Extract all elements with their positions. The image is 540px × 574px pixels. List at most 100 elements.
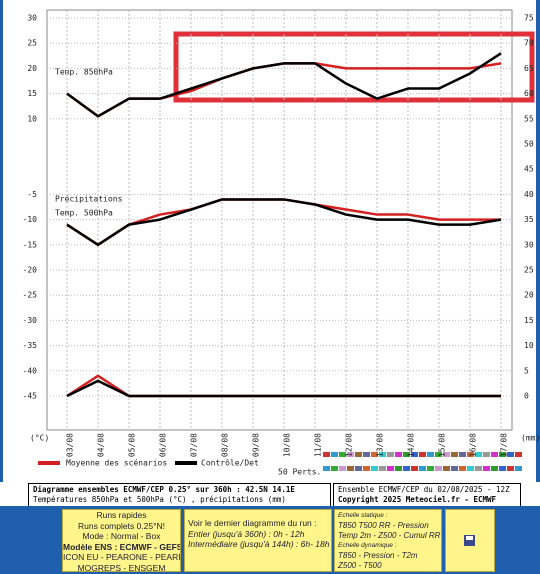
x-tick-label: 17/08	[500, 433, 509, 457]
y2-tick-label: 10	[524, 341, 534, 350]
member-swatch	[411, 452, 418, 457]
series-line	[66, 379, 501, 398]
y-tick-label: 20	[27, 64, 37, 73]
y-unit: (°C)	[30, 434, 49, 443]
member-swatch	[451, 452, 458, 457]
member-swatch	[427, 452, 434, 457]
panel-label: Précipitations	[55, 194, 123, 204]
menu-text[interactable]: Mode : Normal - Box	[82, 531, 161, 541]
member-swatch	[467, 452, 474, 457]
member-swatch	[475, 466, 482, 471]
x-tick-label: 08/08	[221, 433, 230, 457]
y-tick-label: -15	[23, 240, 38, 249]
menu-text[interactable]: Temp 2m - Z500 - Cumul RR	[338, 531, 441, 540]
x-tick-label: 03/08	[66, 433, 75, 457]
y2-tick-label: 0	[524, 392, 529, 401]
member-swatch	[387, 452, 394, 457]
member-swatch	[507, 452, 514, 457]
member-swatch	[419, 466, 426, 471]
member-swatch	[427, 466, 434, 471]
member-swatch	[483, 466, 490, 471]
member-swatch	[499, 466, 506, 471]
y-tick-label: -5	[27, 190, 37, 199]
members-label: 50 Perts.	[278, 468, 321, 477]
member-swatch	[435, 452, 442, 457]
member-swatch	[395, 466, 402, 471]
save-icon[interactable]	[446, 510, 494, 571]
y2-tick-label: 65	[524, 64, 534, 73]
member-swatch	[515, 452, 522, 457]
x-tick-label: 11/08	[314, 433, 323, 457]
y2-tick-label: 45	[524, 165, 534, 174]
member-swatch	[491, 466, 498, 471]
x-tick-label: 12/08	[345, 433, 354, 457]
y2-unit: (mm)	[521, 434, 540, 443]
menu-text[interactable]: Z500 - T500	[338, 561, 382, 570]
x-tick-label: 14/08	[407, 433, 416, 457]
y2-tick-label: 35	[524, 215, 534, 224]
menu-text[interactable]: Echelle dynamique :	[338, 542, 397, 549]
member-swatch	[323, 452, 330, 457]
y2-tick-label: 20	[524, 291, 534, 300]
menu-text[interactable]: Runs rapides	[96, 510, 147, 520]
menu-text[interactable]: MOGREPS - ENSGEM	[77, 562, 166, 572]
y-tick-label: -45	[23, 392, 38, 401]
menu-text[interactable]: Voir le dernier diagramme du run :	[188, 518, 317, 528]
y-tick-label: 10	[27, 114, 37, 123]
member-swatch	[491, 452, 498, 457]
y-tick-label: -35	[23, 341, 38, 350]
member-swatch	[379, 452, 386, 457]
member-swatch	[331, 452, 338, 457]
chart: (°C) (mm) Temp. 850hPa Précipitations Te…	[0, 0, 540, 482]
member-swatch	[483, 452, 490, 457]
menu-text[interactable]: ICON EU - PEARONE - PEARP	[63, 552, 181, 562]
y2-tick-label: 70	[524, 39, 534, 48]
member-swatch	[467, 466, 474, 471]
member-swatch	[387, 466, 394, 471]
x-tick-label: 07/08	[190, 433, 199, 457]
y2-tick-label: 50	[524, 140, 534, 149]
menu-text[interactable]: Echelle statique :	[338, 512, 388, 519]
series-line	[66, 52, 502, 118]
y2-tick-label: 60	[524, 89, 534, 98]
member-swatch	[411, 466, 418, 471]
menu-box: Runs rapides Runs complets 0.25°N! Mode : …	[62, 509, 181, 572]
y-tick-label: -40	[23, 366, 38, 375]
legend-label: Moyenne des scénarios	[66, 458, 167, 468]
y-tick-label: 30	[27, 14, 37, 23]
highlight-box	[173, 31, 535, 103]
menu-text[interactable]: Entier (jusqu'à 360h) : 0h - 12h	[188, 528, 305, 539]
member-swatch	[355, 452, 362, 457]
member-swatch	[443, 452, 450, 457]
x-tick-label: 16/08	[469, 433, 478, 457]
member-swatch	[347, 466, 354, 471]
member-swatch	[371, 452, 378, 457]
info-text: Températures 850hPa et 500hPa (°C) , pré…	[33, 495, 286, 504]
x-tick-label: 09/08	[252, 433, 261, 457]
menu-text[interactable]: T850 T500 RR - Pression	[338, 521, 429, 530]
member-swatch	[339, 452, 346, 457]
member-swatch	[331, 466, 338, 471]
member-swatch	[363, 466, 370, 471]
menu-text[interactable]: T850 - Pression - T2m	[338, 551, 418, 560]
menu-text[interactable]: Intermédiaire (jusqu'à 144h) : 6h- 18h	[188, 539, 330, 549]
member-swatch	[459, 466, 466, 471]
member-swatch	[419, 452, 426, 457]
info-box: Ensemble ECMWF/CEP du 02/08/2025 - 12Z Co…	[333, 483, 521, 507]
x-tick-label: 13/08	[376, 433, 385, 457]
member-swatches	[323, 452, 522, 471]
info-text: Copyright 2025 Meteociel.fr - ECMWF	[338, 495, 497, 504]
member-swatch	[403, 466, 410, 471]
y2-tick-label: 5	[524, 366, 529, 375]
y-tick-label: -30	[23, 316, 38, 325]
x-tick-label: 04/08	[97, 433, 106, 457]
menu-text[interactable]: Modèle ENS : ECMWF - GEFS	[63, 541, 181, 552]
member-swatch	[507, 466, 514, 471]
y2-tick-label: 15	[524, 316, 534, 325]
member-swatch	[323, 466, 330, 471]
member-swatch	[339, 466, 346, 471]
menu-text[interactable]: Runs complets 0.25°N!	[77, 520, 166, 531]
panel-label: Temp. 500hPa	[55, 209, 113, 218]
member-swatch	[443, 466, 450, 471]
menu-box	[445, 509, 495, 572]
